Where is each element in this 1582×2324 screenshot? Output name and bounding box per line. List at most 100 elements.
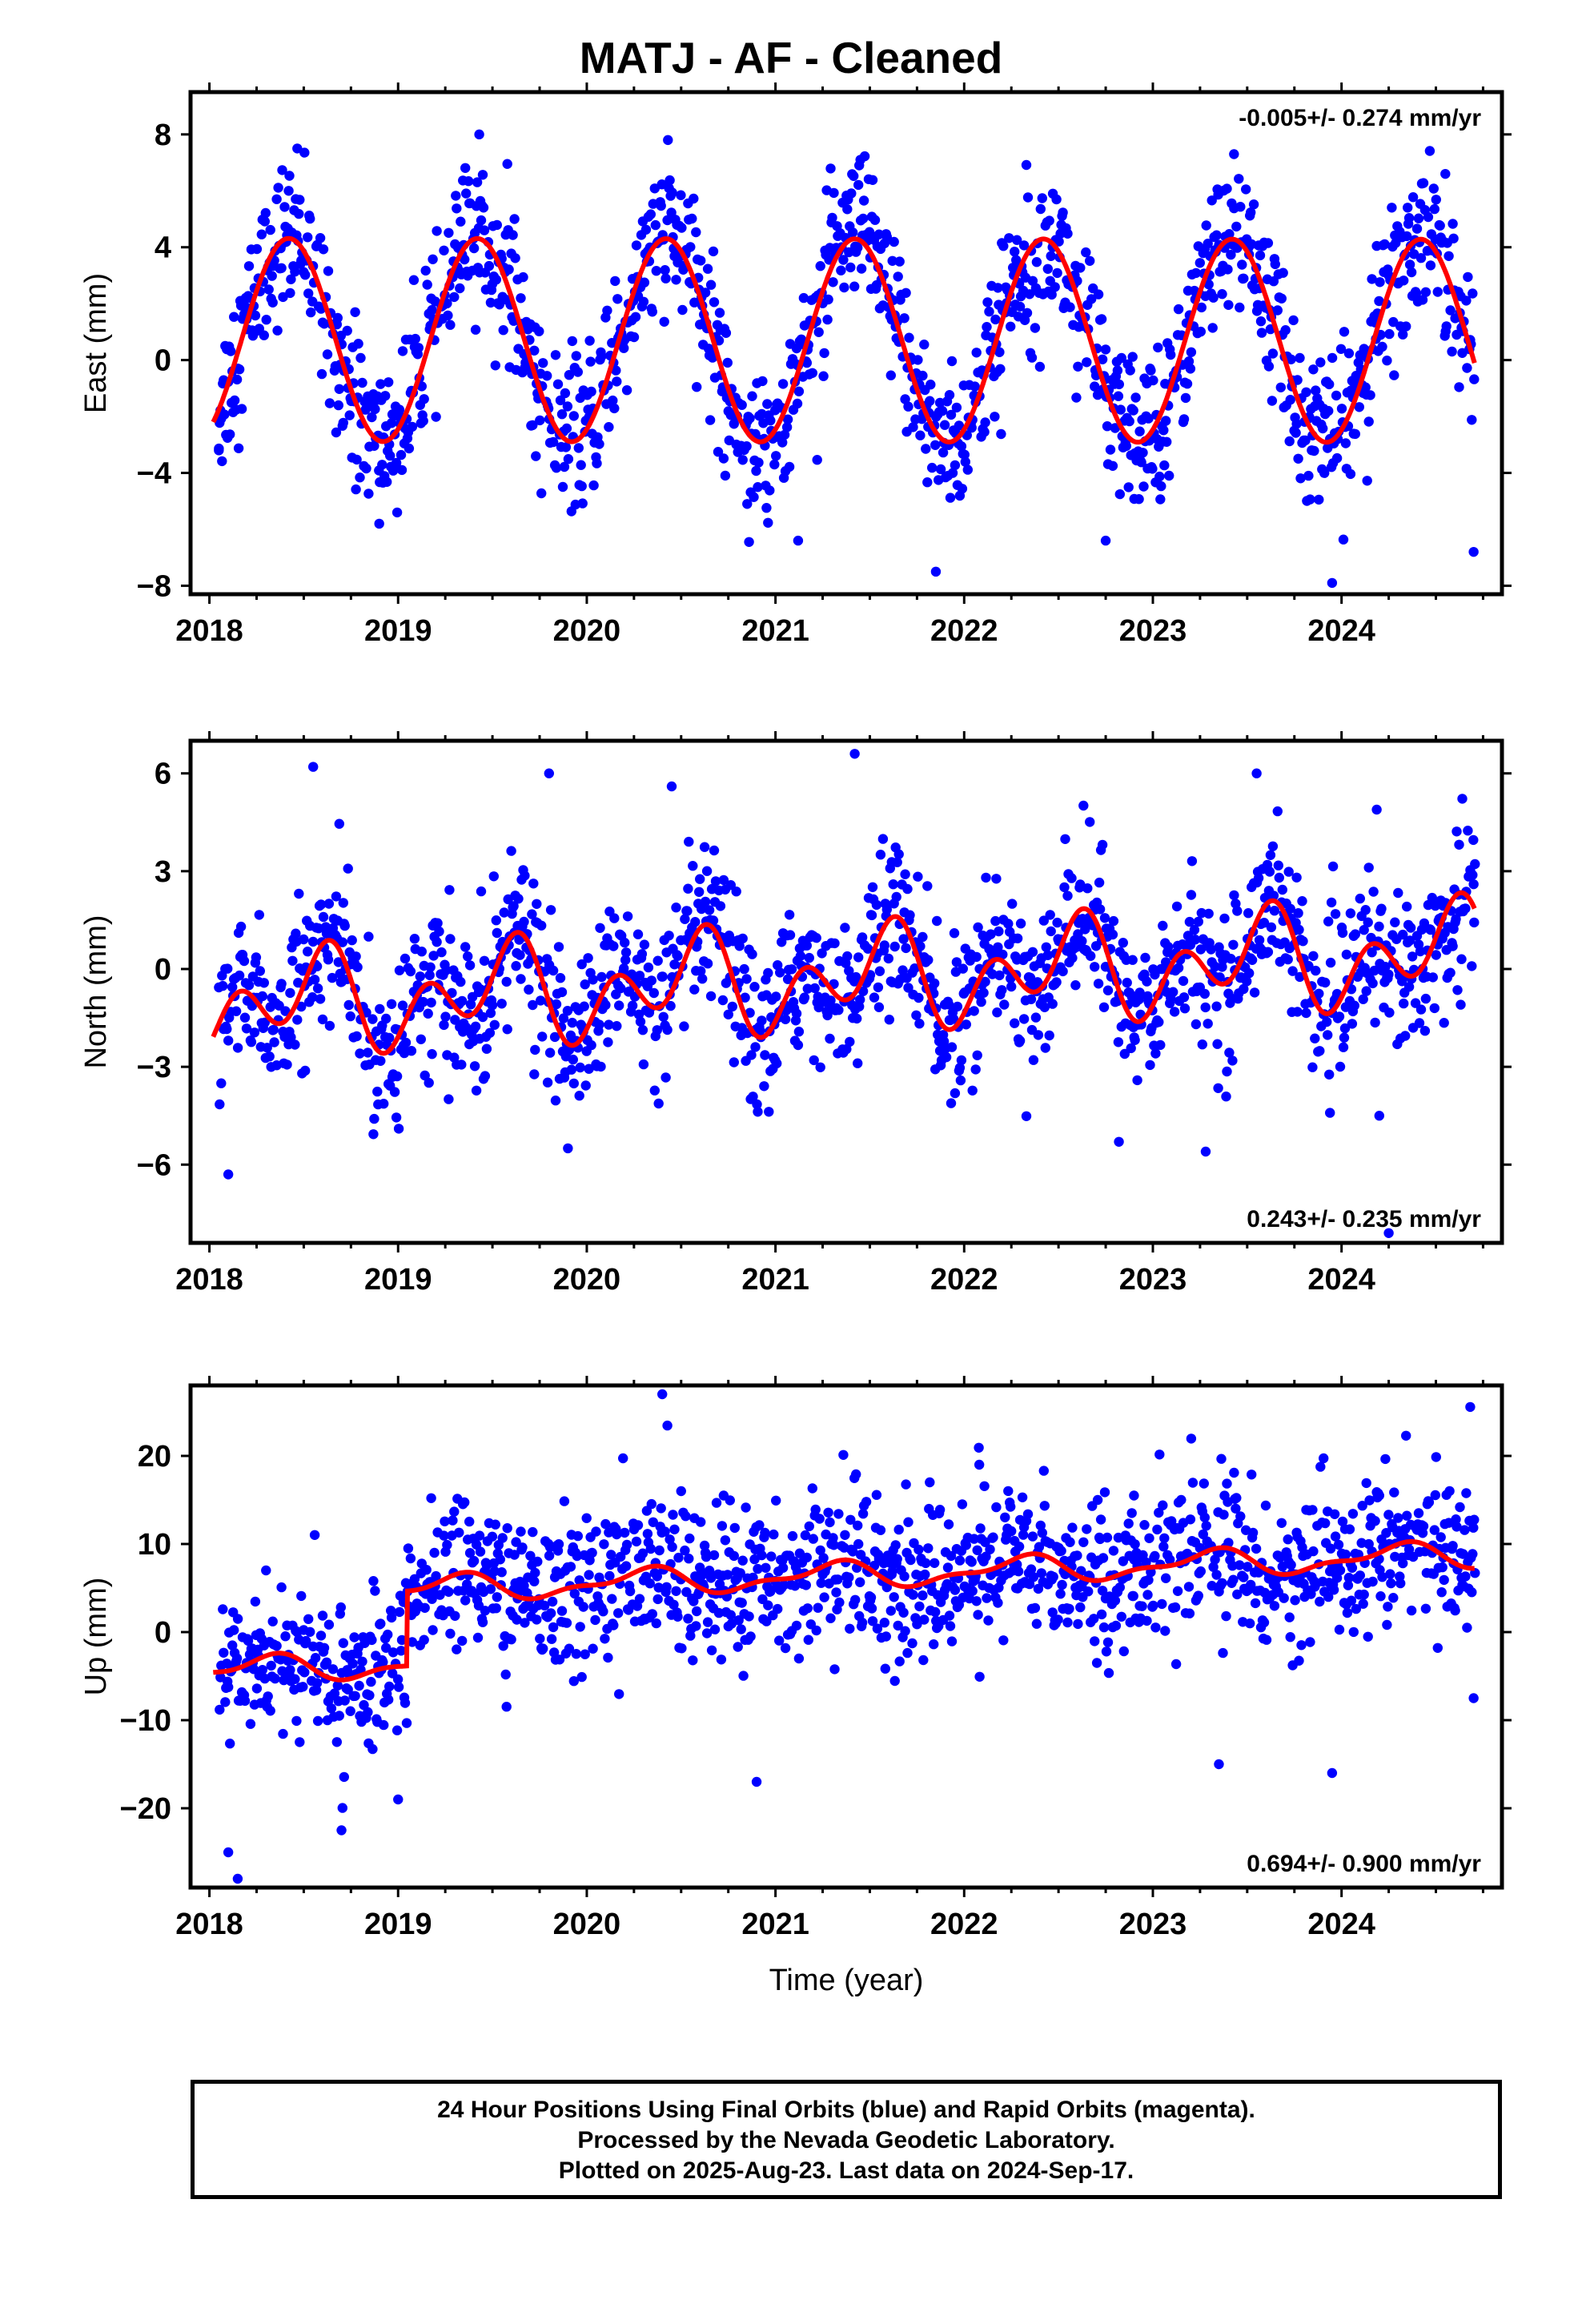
data-point [496,999,507,1009]
data-point [440,1011,451,1022]
data-point [853,952,864,963]
data-point [869,215,881,225]
data-point [1116,1611,1127,1622]
data-point [660,265,670,275]
data-point [547,1596,558,1607]
data-point [836,265,846,275]
data-point [765,485,775,496]
chart-panel-2: 2018 2019 2020 2021 2022 2023 2024630−3−6North… [79,731,1512,1297]
data-point [1375,277,1385,287]
data-point [1328,1585,1339,1595]
data-point [713,447,724,457]
data-point [1178,414,1190,424]
data-point [568,1676,579,1687]
data-point [218,1604,228,1614]
data-point [1090,381,1100,392]
data-point [1253,873,1264,883]
data-point [760,1050,770,1060]
data-point [1231,1503,1241,1514]
data-point [1406,267,1417,278]
x-tick-label: 2022 [930,1263,998,1297]
data-point [745,1007,755,1018]
data-point [1102,1637,1114,1647]
data-point [571,1649,581,1659]
data-point [862,943,873,954]
data-point [599,1539,609,1550]
data-point [898,934,909,944]
data-point [1452,1522,1462,1532]
data-point [1235,1511,1246,1522]
data-point [684,1554,694,1564]
data-point [581,1513,592,1523]
data-point [1186,890,1197,900]
data-point [576,959,587,970]
data-point [1307,1505,1318,1515]
data-point [744,1611,754,1622]
data-point [1185,1514,1196,1525]
data-point [550,1096,561,1106]
data-point [542,1077,553,1088]
data-point [223,1169,234,1180]
data-point [222,1023,232,1035]
data-point [683,883,693,894]
data-point [1323,1591,1334,1602]
data-point [263,1691,273,1702]
data-point [353,339,363,349]
data-point [1022,308,1033,318]
data-point [271,1641,282,1651]
data-point [546,1634,557,1644]
data-point [930,566,942,577]
data-point [600,1634,610,1644]
data-point [1197,1039,1208,1050]
data-point [474,129,484,140]
data-point [1143,413,1154,424]
data-point [1239,273,1249,283]
data-point [1383,1510,1394,1520]
data-point [1280,325,1291,336]
data-point [782,414,793,424]
data-point [1128,405,1138,416]
data-point [367,1634,377,1646]
data-point [251,952,262,963]
data-point [536,488,547,499]
data-point [490,1519,500,1530]
data-point [401,1718,412,1728]
data-point [1467,1587,1477,1598]
data-point [370,1586,380,1596]
data-point [1150,1550,1160,1562]
data-point [1024,289,1035,300]
data-point [294,888,304,899]
data-point [1126,1043,1136,1054]
data-point [425,962,436,973]
data-point [1090,1636,1100,1647]
y-tick-label: 0 [155,344,171,378]
data-point [1170,1659,1182,1670]
data-point [1222,1478,1232,1489]
data-point [671,1586,681,1597]
data-point [937,405,948,416]
data-point [740,992,750,1003]
x-tick-label: 2022 [930,614,998,648]
data-point [584,336,595,346]
data-point [470,1021,481,1032]
data-point [974,1459,985,1470]
data-point [1062,891,1073,901]
data-point [428,951,439,961]
data-point [1470,858,1480,870]
data-point [1413,1508,1424,1518]
x-tick-label: 2023 [1119,614,1187,648]
data-point [1468,1522,1479,1533]
data-point [422,279,432,290]
data-point [912,1619,922,1630]
data-point [1212,1039,1223,1049]
data-point [428,254,438,264]
data-point [1136,457,1146,468]
data-point [1429,1003,1440,1014]
data-point [1355,893,1366,904]
data-point [556,409,568,420]
data-point [487,1000,498,1011]
data-point [620,937,630,948]
data-point [634,1594,645,1604]
data-point [468,1555,480,1566]
data-point [793,535,804,546]
